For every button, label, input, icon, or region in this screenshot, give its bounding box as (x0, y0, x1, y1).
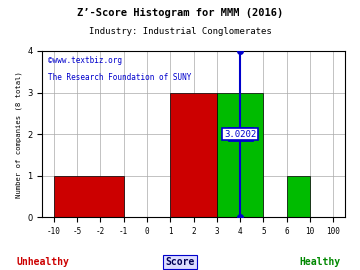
Text: Unhealthy: Unhealthy (17, 257, 69, 267)
Text: Z’-Score Histogram for MMM (2016): Z’-Score Histogram for MMM (2016) (77, 8, 283, 18)
Bar (54, 176, 124, 217)
Text: Score: Score (165, 257, 195, 267)
Bar (217, 93, 264, 217)
Text: The Research Foundation of SUNY: The Research Foundation of SUNY (48, 73, 192, 82)
Bar (287, 176, 310, 217)
Text: ©www.textbiz.org: ©www.textbiz.org (48, 56, 122, 65)
Y-axis label: Number of companies (8 total): Number of companies (8 total) (15, 71, 22, 198)
Text: Healthy: Healthy (300, 257, 341, 267)
Text: 3.0202: 3.0202 (224, 130, 256, 139)
Text: Industry: Industrial Conglomerates: Industry: Industrial Conglomerates (89, 27, 271, 36)
Bar (170, 93, 217, 217)
